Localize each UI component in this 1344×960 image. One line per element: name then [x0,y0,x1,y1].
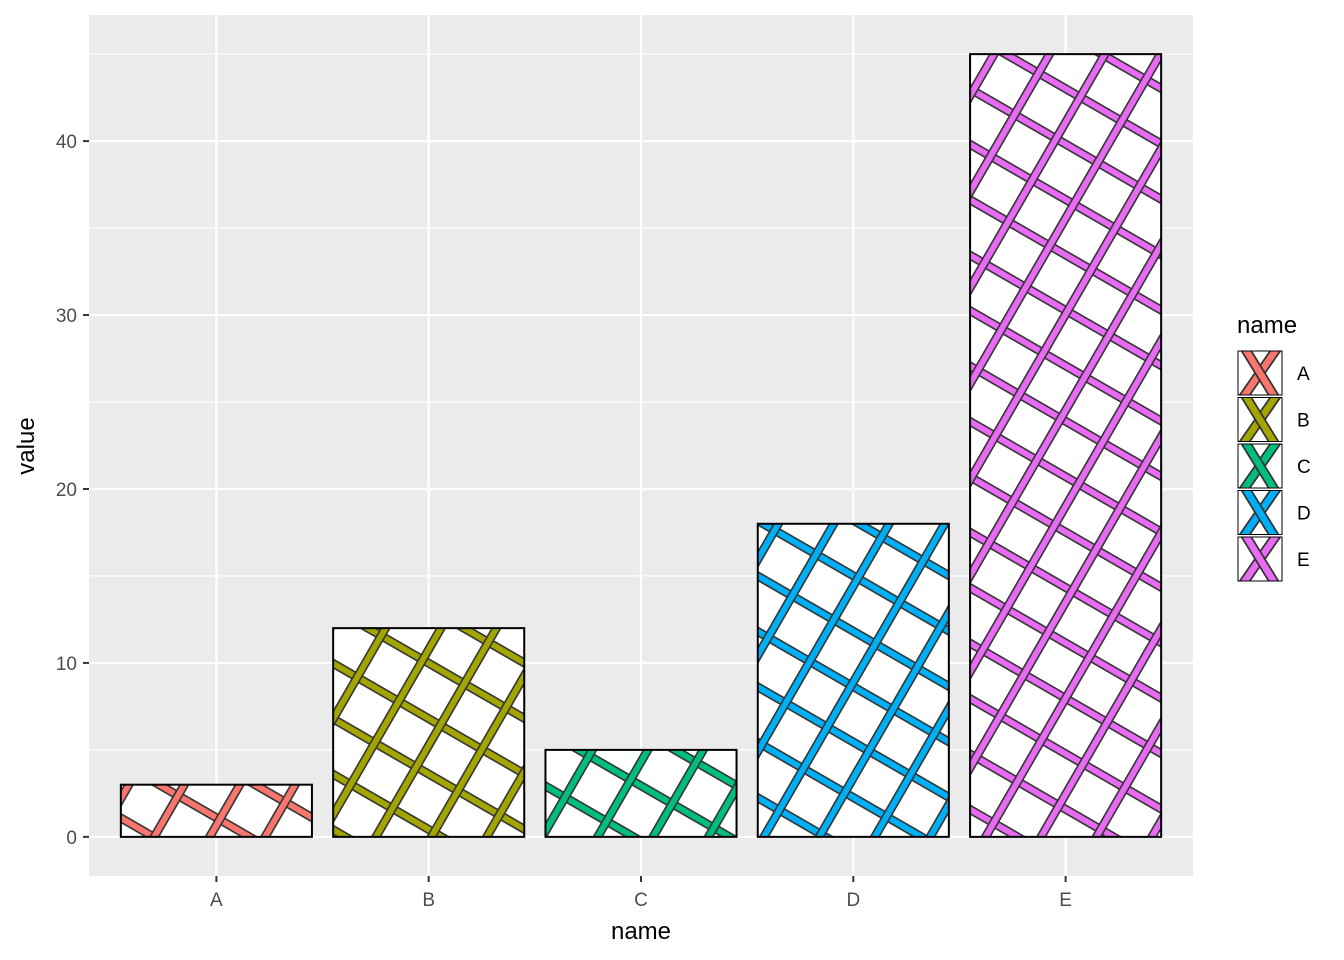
y-tick-label: 0 [66,828,77,849]
bar-D [756,522,950,838]
x-tick-label: C [634,890,648,911]
legend-item-D: D [1237,490,1311,535]
legend-label: A [1297,364,1310,385]
legend-item-A: A [1237,350,1310,396]
legend-item-B: B [1237,397,1310,442]
bar-E [969,53,1163,838]
bars [119,53,1163,838]
legend-item-C: C [1237,443,1311,489]
legend: name A B C D E [1237,312,1311,582]
x-axis: A B C D E [210,876,1072,911]
y-axis: 0 10 20 30 40 [56,132,89,849]
y-axis-title: value [13,417,40,474]
x-tick-label: E [1059,890,1072,911]
legend-label: D [1297,504,1311,525]
x-tick-label: B [422,890,435,911]
legend-item-E: E [1237,536,1310,582]
y-tick-label: 20 [56,480,77,501]
legend-label: E [1297,550,1310,571]
x-axis-title: name [611,918,671,945]
y-tick-label: 30 [56,306,77,327]
x-tick-label: D [846,890,860,911]
bar-A [119,783,313,838]
legend-title: name [1237,312,1297,339]
x-tick-label: A [210,890,223,911]
y-tick-label: 40 [56,132,77,153]
legend-label: B [1297,411,1310,432]
y-tick-label: 10 [56,654,77,675]
bar-C [544,748,738,838]
legend-label: C [1297,457,1311,478]
bar-B [332,627,526,838]
